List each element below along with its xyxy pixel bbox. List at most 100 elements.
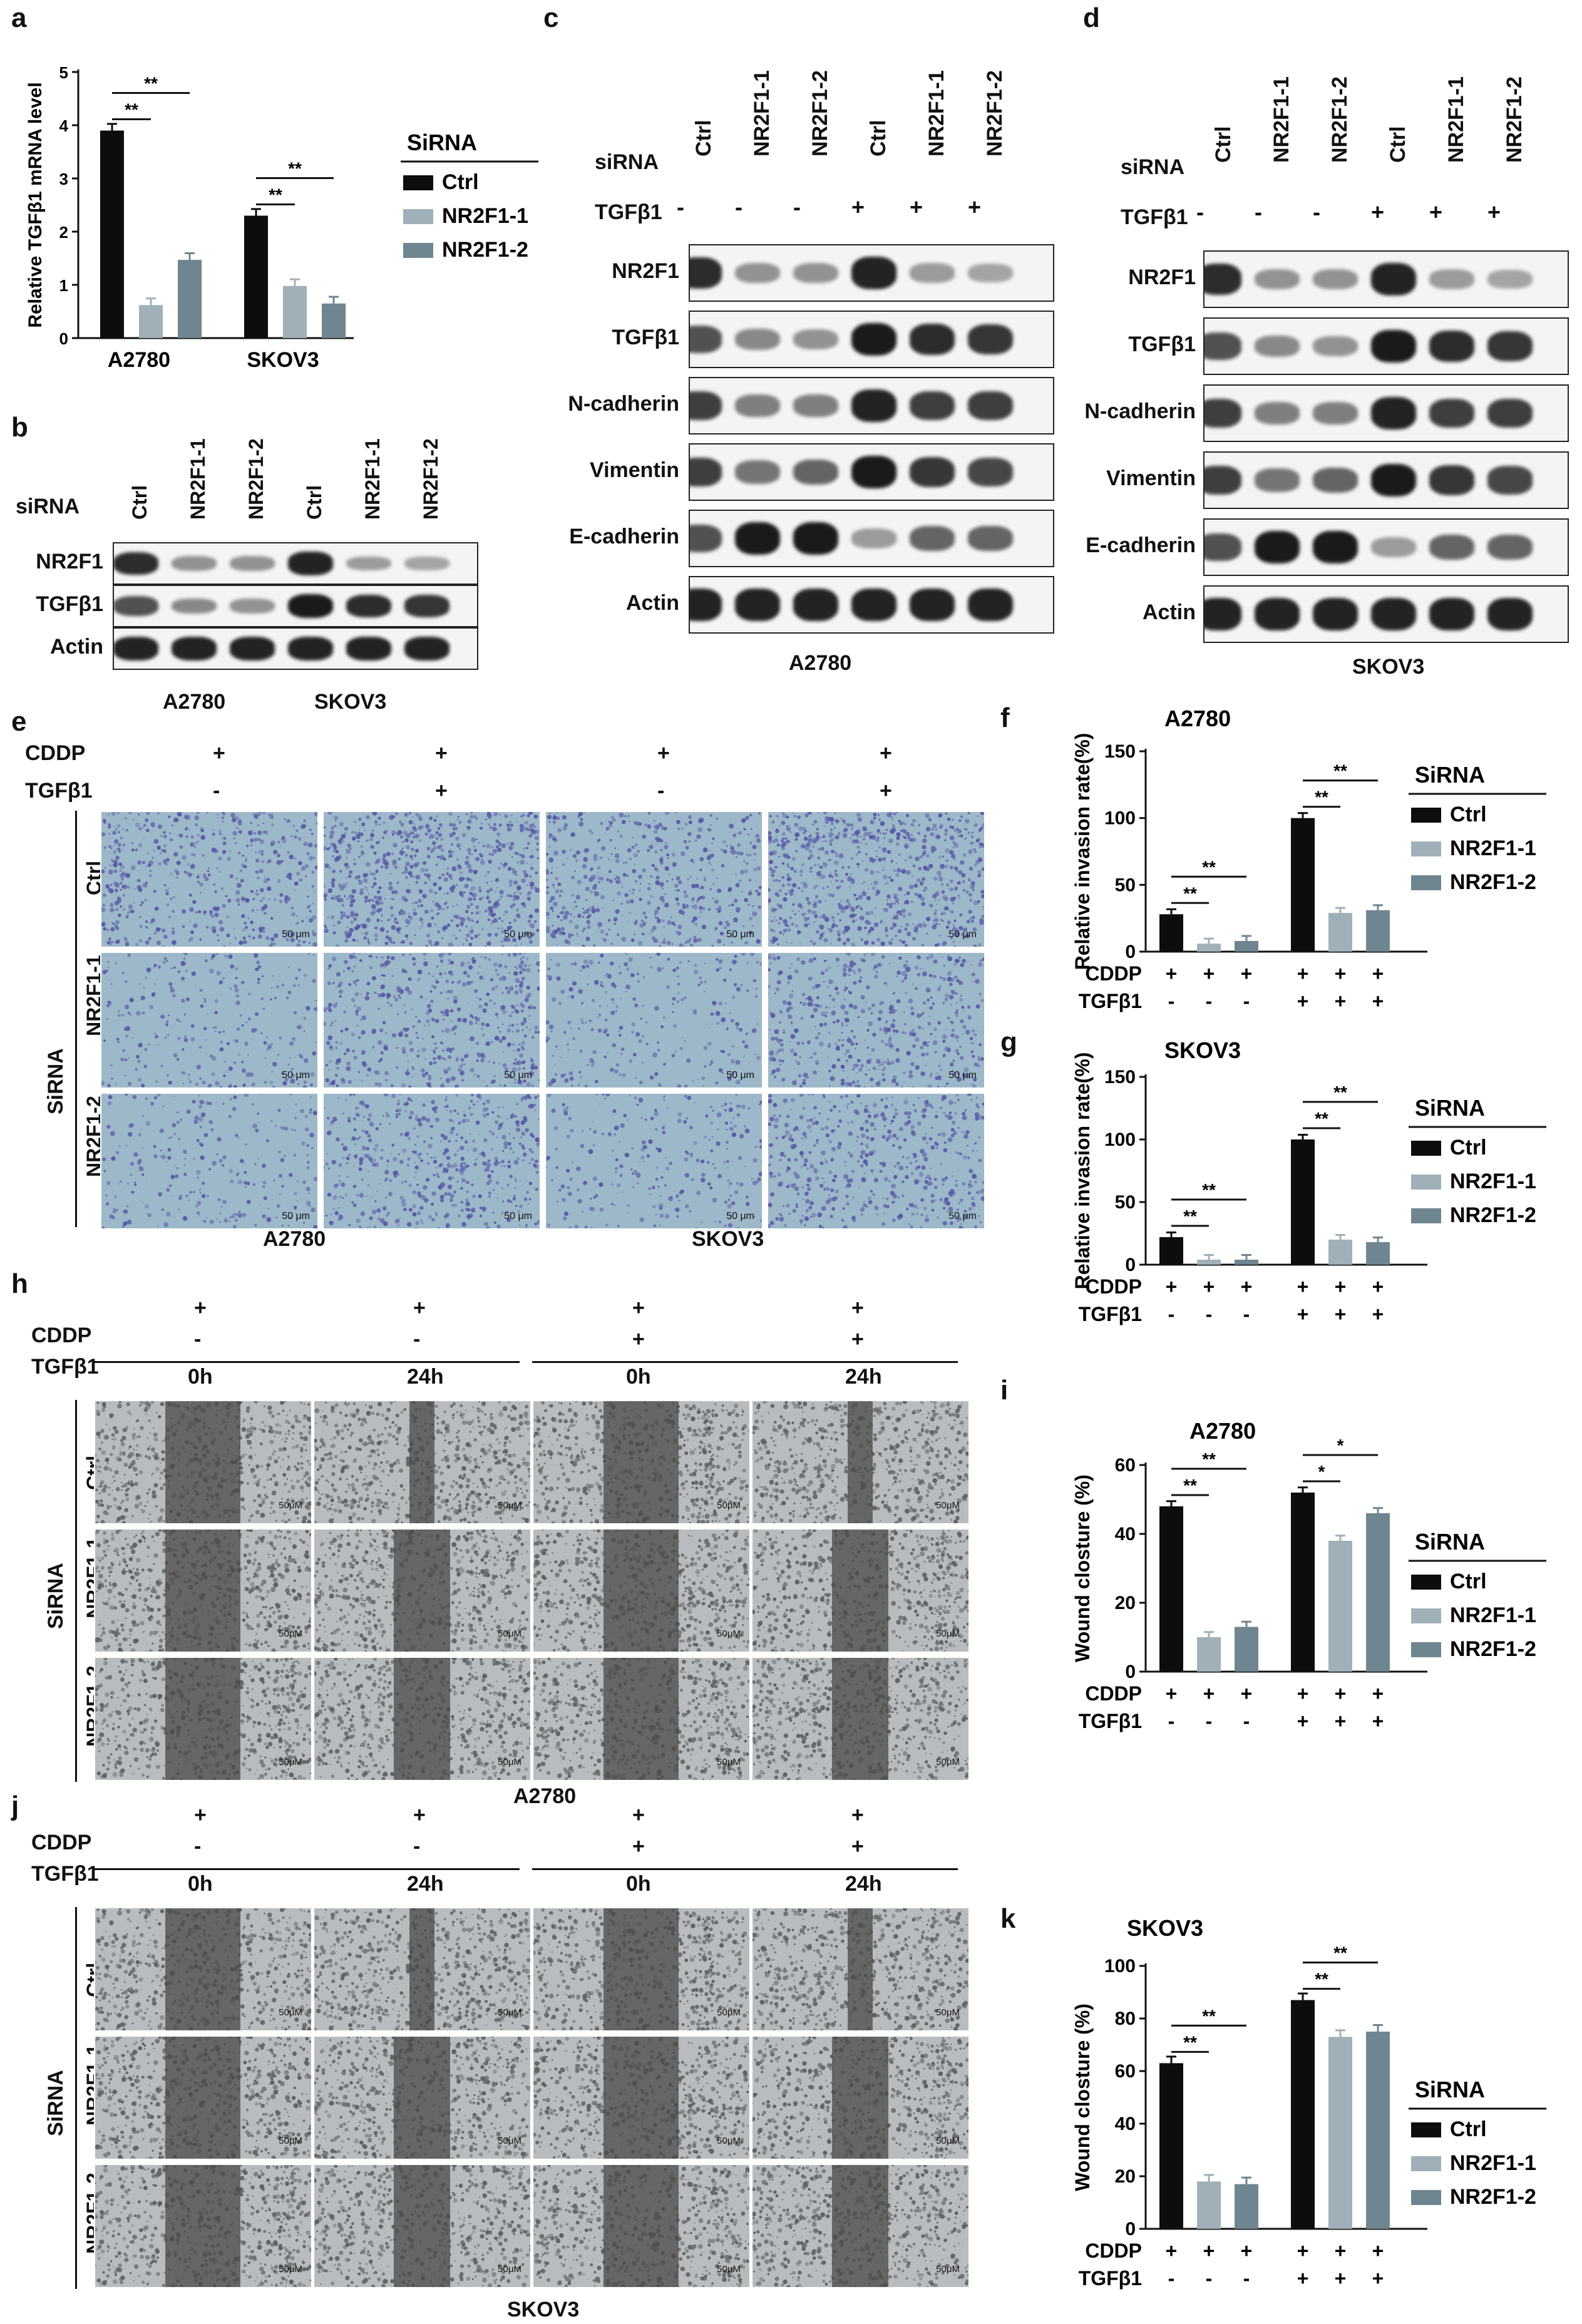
cell-dot — [828, 967, 831, 969]
cell-dot — [856, 862, 860, 866]
cell-dot — [883, 1061, 885, 1062]
cell-dot — [934, 1050, 937, 1054]
cell-dot — [180, 1071, 184, 1074]
cell-dot — [577, 1084, 580, 1086]
cell-dot — [926, 854, 930, 858]
cell-dot — [166, 903, 170, 907]
cell-dot — [236, 1172, 240, 1176]
tgfb1-sign: + — [910, 194, 923, 220]
cell-dot — [294, 1129, 296, 1131]
cell-dot — [674, 812, 677, 813]
cell-dot — [202, 1181, 205, 1185]
cell-dot — [957, 835, 960, 838]
cell-dot — [885, 933, 889, 937]
cell-dot — [651, 863, 655, 867]
cell-dot — [182, 1071, 186, 1075]
cell-dot — [103, 927, 106, 931]
cell-dot — [909, 838, 913, 842]
cell-dot — [828, 1042, 831, 1045]
cell-dot — [206, 1013, 208, 1015]
cell-dot — [365, 840, 367, 841]
cell-dot — [465, 938, 467, 940]
cell-dot — [154, 983, 156, 985]
cell-dot — [324, 834, 326, 837]
cell-dot — [373, 877, 377, 880]
cell-dot — [901, 940, 906, 944]
cell-dot — [972, 887, 975, 889]
cell-dot — [351, 970, 354, 973]
cell-dot — [255, 1128, 259, 1133]
cell-dot — [896, 910, 901, 915]
cell-dot — [575, 895, 581, 900]
cell-dot — [330, 1123, 332, 1126]
cell-dot — [734, 954, 737, 958]
cell-dot — [920, 1014, 923, 1017]
cell-dot — [975, 1004, 980, 1009]
cell-dot — [579, 1049, 583, 1053]
cell-dot — [266, 830, 268, 833]
cell-texture — [324, 1094, 540, 1228]
cell-dot — [403, 869, 408, 874]
cell-dot — [774, 865, 778, 869]
cell-dot — [797, 833, 799, 835]
cell-dot — [313, 1225, 317, 1228]
y-tick-label: 20 — [1115, 1593, 1136, 1613]
cell-dot — [925, 826, 931, 832]
cell-dot — [772, 1069, 776, 1073]
cell-dot — [211, 1072, 215, 1076]
cell-dot — [588, 829, 592, 833]
cell-dot — [778, 889, 782, 893]
cell-dot — [661, 919, 665, 923]
cell-dot — [436, 912, 439, 915]
cell-dot — [701, 1076, 706, 1081]
cell-dot — [660, 848, 663, 851]
blot-band — [734, 460, 781, 484]
cell-dot — [687, 960, 690, 962]
cell-dot — [290, 907, 294, 910]
cell-dot — [841, 812, 844, 813]
significance-mark: ** — [288, 159, 302, 178]
cell-dot — [266, 1217, 272, 1222]
cell-dot — [331, 882, 335, 885]
cell-dot — [845, 905, 849, 910]
cell-dot — [386, 851, 391, 856]
cell-dot — [824, 1015, 828, 1017]
cell-dot — [247, 917, 250, 920]
cell-dot — [121, 971, 125, 975]
scale-bar: 50 μm — [282, 1211, 310, 1222]
cell-dot — [190, 853, 194, 856]
cell-dot — [794, 1028, 799, 1034]
cell-dot — [781, 831, 786, 836]
cell-dot — [501, 843, 506, 848]
cell-dot — [776, 815, 779, 817]
cell-dot — [664, 893, 667, 896]
cell-dot — [776, 835, 778, 838]
cell-dot — [185, 835, 189, 838]
cell-dot — [639, 1034, 640, 1036]
cell-dot — [631, 892, 634, 895]
cell-dot — [352, 836, 356, 841]
cell-dot — [840, 880, 844, 883]
cell-dot — [621, 937, 627, 942]
cell-dot — [595, 908, 600, 913]
cell-texture — [101, 953, 317, 1087]
cell-dot — [847, 866, 851, 869]
cell-dot — [752, 905, 754, 908]
cell-dot — [665, 985, 670, 989]
cell-dot — [938, 899, 940, 901]
cell-dot — [312, 930, 314, 933]
cell-dot — [799, 869, 803, 873]
cell-dot — [616, 876, 620, 880]
cell-dot — [650, 875, 653, 878]
cell-dot — [528, 891, 532, 895]
cell-dot — [344, 1027, 349, 1032]
cell-dot — [122, 1210, 124, 1212]
legend-label-0: Ctrl — [1450, 2117, 1487, 2141]
cell-dot — [699, 856, 704, 861]
cell-dot — [679, 943, 684, 947]
cell-dot — [768, 860, 773, 865]
cell-dot — [858, 979, 862, 983]
cell-dot — [180, 960, 186, 966]
cell-dot — [141, 1083, 145, 1087]
cell-dot — [944, 997, 948, 1002]
